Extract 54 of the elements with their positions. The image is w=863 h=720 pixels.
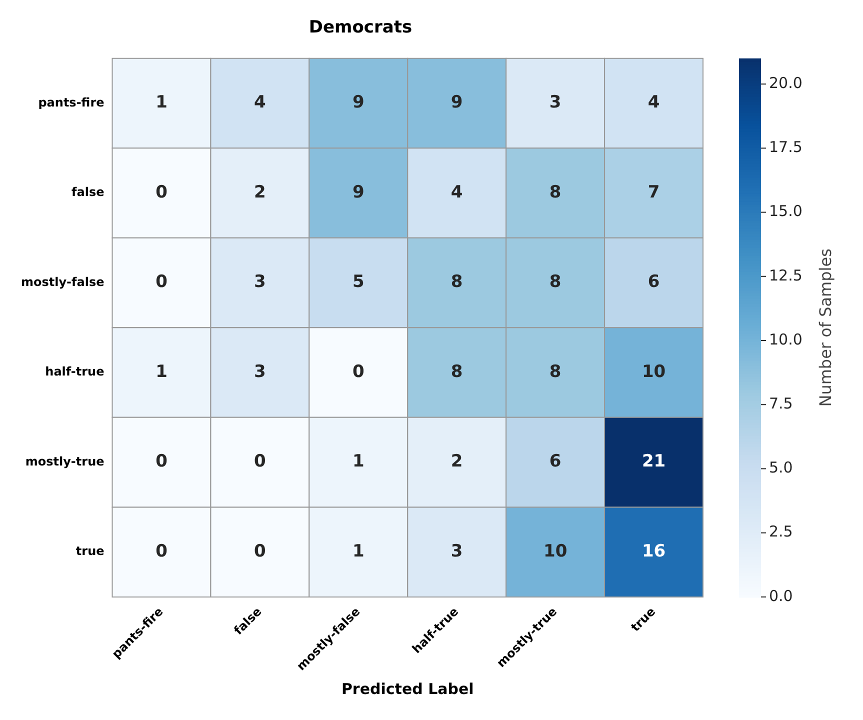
data-label: 9 [352, 182, 364, 202]
y-tick-label: mostly-true [25, 454, 104, 468]
data-label: 0 [352, 362, 364, 382]
color-bar-label: 2.5 [769, 522, 793, 541]
data-label: 0 [156, 272, 168, 292]
data-label: 1 [352, 452, 364, 472]
data-label: 3 [450, 541, 463, 562]
data-label: 8 [450, 272, 463, 292]
data-label: 9 [450, 92, 463, 113]
data-label: 8 [549, 182, 562, 202]
data-label: 0 [254, 541, 266, 562]
color-bar-label: 0.0 [769, 586, 793, 605]
x-axis-title: Predicted Label [341, 680, 474, 698]
data-label: 6 [549, 452, 562, 472]
data-label: 2 [450, 452, 463, 472]
y-tick-label: false [72, 185, 104, 200]
data-label: 1 [156, 92, 168, 113]
data-label: 4 [648, 92, 660, 113]
data-label: 10 [642, 362, 666, 382]
data-label: 9 [352, 92, 364, 113]
data-label: 8 [549, 362, 562, 382]
data-label: 0 [254, 452, 266, 472]
color-bar-title: Number of Samples [816, 248, 836, 407]
data-label: 3 [254, 362, 266, 382]
data-label: 8 [450, 362, 463, 382]
data-label: 3 [254, 272, 266, 292]
data-label: 16 [642, 541, 666, 562]
data-label: 4 [450, 182, 463, 202]
data-label: 10 [543, 541, 568, 562]
data-label: 3 [549, 92, 562, 113]
chart-title: Democrats [308, 18, 412, 38]
data-label: 5 [352, 272, 364, 292]
color-bar-label: 12.5 [769, 266, 802, 284]
color-bar-label: 20.0 [769, 74, 802, 92]
y-tick-label: pants-fire [38, 95, 104, 110]
color-bar-label: 5.0 [769, 458, 793, 477]
data-label: 0 [156, 452, 168, 472]
data-label: 6 [648, 272, 660, 292]
data-label: 0 [156, 541, 168, 562]
data-label: 4 [254, 92, 266, 113]
data-label: 7 [648, 182, 660, 202]
data-label: 1 [352, 541, 364, 562]
data-label: 1 [156, 362, 168, 382]
color-bar-label: 15.0 [769, 202, 802, 220]
data-label: 21 [642, 452, 666, 472]
data-label: 2 [254, 182, 266, 202]
data-label: 0 [156, 182, 168, 202]
color-bar-label: 17.5 [769, 138, 802, 156]
y-tick-label: half-true [45, 364, 104, 379]
y-tick-label: true [76, 544, 104, 558]
y-tick-label: mostly-false [20, 274, 104, 289]
color-bar-label: 7.5 [769, 394, 793, 412]
color-bar-label: 10.0 [769, 330, 802, 348]
data-label: 8 [549, 272, 562, 292]
